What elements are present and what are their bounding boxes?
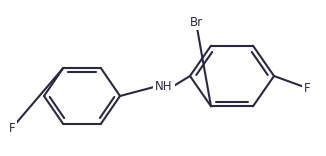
Text: NH: NH [155, 80, 173, 93]
Text: F: F [304, 81, 310, 95]
Text: Br: Br [189, 15, 202, 29]
Text: F: F [9, 122, 15, 134]
